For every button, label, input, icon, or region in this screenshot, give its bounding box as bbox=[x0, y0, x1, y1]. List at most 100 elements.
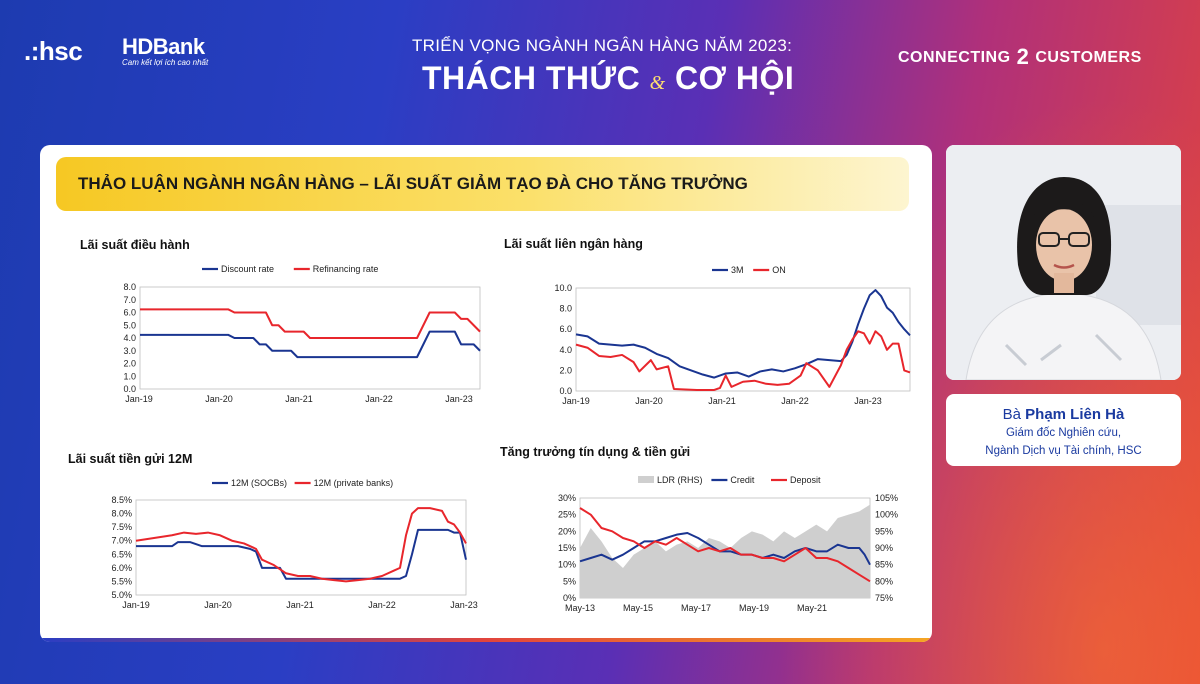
chart-3-title: Lãi suất tiền gửi 12M bbox=[68, 452, 193, 466]
x-tick-label: Jan-19 bbox=[122, 600, 150, 610]
speaker-role-line1: Giám đốc Nghiên cứu, bbox=[1005, 427, 1122, 439]
y-tick-label-right: 95% bbox=[875, 526, 893, 536]
y-tick-label-right: 80% bbox=[875, 576, 893, 586]
chart-4-title: Tăng trưởng tín dụng & tiền gửi bbox=[500, 445, 691, 459]
y-tick-label: 7.0 bbox=[123, 295, 136, 305]
x-tick-label: May-15 bbox=[623, 603, 653, 613]
speaker-prefix: Bà bbox=[1002, 406, 1026, 423]
y-tick-label: 0% bbox=[563, 593, 576, 603]
legend-swatch bbox=[638, 476, 654, 483]
chart-policy-rates: Discount rate Refinancing rate 8.0 7.0 6.0 5.… bbox=[123, 264, 481, 404]
x-tick-label: Jan-22 bbox=[365, 394, 393, 404]
tagline-mark: 2 bbox=[1016, 44, 1030, 69]
x-tick-label: Jan-20 bbox=[205, 394, 233, 404]
y-tick-label: 4.0 bbox=[123, 333, 136, 343]
x-tick-label: Jan-23 bbox=[450, 600, 478, 610]
y-tick-label: 10% bbox=[558, 560, 576, 570]
chart-1-title: Lãi suất điều hành bbox=[80, 238, 190, 252]
x-tick-label: Jan-23 bbox=[445, 394, 473, 404]
legend-label: Discount rate bbox=[221, 264, 274, 274]
x-tick-label: Jan-22 bbox=[781, 396, 809, 406]
series-line bbox=[140, 330, 481, 359]
x-tick-label: Jan-22 bbox=[368, 600, 396, 610]
y-tick-label: 8.0 bbox=[559, 304, 572, 314]
card-accent-bar bbox=[40, 638, 932, 642]
y-tick-label: 6.0 bbox=[559, 324, 572, 334]
legend-label: 12M (private banks) bbox=[314, 478, 394, 488]
tagline: CONNECTING 2 CUSTOMERS bbox=[898, 42, 1142, 69]
series-line bbox=[579, 532, 871, 566]
legend-label: 12M (SOCBs) bbox=[231, 478, 287, 488]
y-tick-label: 20% bbox=[558, 526, 576, 536]
y-tick-label: 0.0 bbox=[559, 386, 572, 396]
legend-label: Refinancing rate bbox=[313, 264, 379, 274]
tagline-left: CONNECTING bbox=[898, 49, 1011, 66]
chart-deposit-rates: 12M (SOCBs) 12M (private banks) 8.5% 8.0% 7.… bbox=[111, 478, 477, 610]
hdbank-logo: HDBank Cam kết lợi ích cao nhất bbox=[122, 34, 208, 67]
event-subtitle: TRIỂN VỌNG NGÀNH NGÂN HÀNG NĂM 2023: bbox=[412, 36, 793, 55]
series-line bbox=[136, 528, 467, 580]
y-tick-label: 6.5% bbox=[111, 549, 132, 559]
y-tick-label-right: 85% bbox=[875, 560, 893, 570]
x-tick-label: May-19 bbox=[739, 603, 769, 613]
x-tick-label: May-13 bbox=[565, 603, 595, 613]
y-tick-label: 6.0 bbox=[123, 308, 136, 318]
series-line bbox=[579, 507, 871, 583]
x-tick-label: Jan-20 bbox=[635, 396, 663, 406]
hdbank-logo-text: HDBank bbox=[122, 34, 205, 59]
x-tick-label: May-21 bbox=[797, 603, 827, 613]
speaker-video bbox=[946, 145, 1181, 380]
speaker-portrait bbox=[946, 145, 1181, 380]
legend-label: 3M bbox=[731, 265, 744, 275]
event-title-left: THÁCH THỨC bbox=[422, 60, 641, 96]
y-tick-label: 8.5% bbox=[111, 495, 132, 505]
y-tick-label: 5.0% bbox=[111, 590, 132, 600]
tagline-right: CUSTOMERS bbox=[1035, 49, 1142, 66]
y-tick-label: 25% bbox=[558, 510, 576, 520]
y-tick-label: 7.0% bbox=[111, 536, 132, 546]
series-line bbox=[140, 308, 481, 339]
speaker-name-text: Phạm Liên Hà bbox=[1025, 406, 1125, 423]
chart-2-title: Lãi suất liên ngân hàng bbox=[504, 237, 643, 251]
speaker-role-line2: Ngành Dịch vụ Tài chính, HSC bbox=[985, 445, 1142, 457]
y-tick-label: 0.0 bbox=[123, 384, 136, 394]
plot-frame bbox=[575, 287, 911, 392]
x-tick-label: Jan-21 bbox=[708, 396, 736, 406]
y-tick-label: 6.0% bbox=[111, 563, 132, 573]
speaker-name: Bà Phạm Liên Hà bbox=[946, 406, 1181, 423]
y-tick-label: 10.0 bbox=[554, 283, 572, 293]
chart-credit-deposit-growth: LDR (RHS) Credit Deposit 30% 25% 20% 15% 10% 5% 0… bbox=[558, 475, 898, 613]
hsc-logo: .:hsc bbox=[24, 36, 83, 67]
slide-banner: THẢO LUẬN NGÀNH NGÂN HÀNG – LÃI SUẤT GIẢ… bbox=[56, 157, 909, 211]
hsc-logo-text: .:hsc bbox=[24, 36, 83, 66]
plot-frame bbox=[139, 286, 481, 390]
y-tick-label: 5.5% bbox=[111, 576, 132, 586]
legend-label: Credit bbox=[730, 475, 755, 485]
speaker-name-card: Bà Phạm Liên Hà Giám đốc Nghiên cứu, Ngà… bbox=[946, 394, 1181, 466]
series-line bbox=[135, 507, 467, 583]
y-tick-label: 15% bbox=[558, 543, 576, 553]
y-tick-label: 30% bbox=[558, 493, 576, 503]
y-tick-label: 5.0 bbox=[123, 320, 136, 330]
y-tick-label-right: 100% bbox=[875, 510, 898, 520]
y-tick-label-right: 90% bbox=[875, 543, 893, 553]
x-tick-label: Jan-19 bbox=[125, 394, 153, 404]
slide-banner-text: THẢO LUẬN NGÀNH NGÂN HÀNG – LÃI SUẤT GIẢ… bbox=[78, 174, 748, 193]
y-tick-label-right: 105% bbox=[875, 493, 898, 503]
series-line bbox=[575, 330, 911, 391]
y-tick-label: 8.0 bbox=[123, 282, 136, 292]
y-tick-label: 8.0% bbox=[111, 509, 132, 519]
y-tick-label: 4.0 bbox=[559, 345, 572, 355]
series-line bbox=[575, 289, 911, 379]
slide-card: THẢO LUẬN NGÀNH NGÂN HÀNG – LÃI SUẤT GIẢ… bbox=[40, 145, 932, 642]
x-tick-label: Jan-19 bbox=[562, 396, 590, 406]
y-tick-label: 2.0 bbox=[559, 365, 572, 375]
legend-label: LDR (RHS) bbox=[657, 475, 703, 485]
y-tick-label: 5% bbox=[563, 576, 576, 586]
hdbank-slogan: Cam kết lợi ích cao nhất bbox=[122, 58, 209, 67]
y-tick-label: 3.0 bbox=[123, 346, 136, 356]
event-title-right: CƠ HỘI bbox=[675, 60, 795, 96]
event-title: THÁCH THỨC & CƠ HỘI bbox=[422, 60, 794, 97]
plot-frame bbox=[135, 499, 467, 596]
